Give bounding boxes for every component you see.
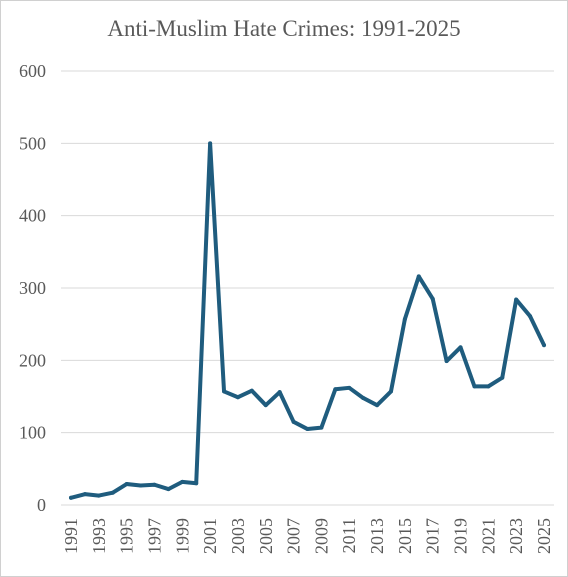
x-tick-label: 2003 <box>228 518 248 554</box>
x-tick-label: 2015 <box>395 518 415 554</box>
data-point-1995 <box>124 482 129 487</box>
y-tick-label: 400 <box>19 206 46 226</box>
data-point-2019 <box>458 345 463 350</box>
series-line <box>69 141 546 500</box>
y-tick-label: 100 <box>19 423 46 443</box>
data-point-2015 <box>402 317 407 322</box>
data-point-2012 <box>361 395 366 400</box>
data-point-2020 <box>472 384 477 389</box>
x-tick-label: 2009 <box>311 518 331 554</box>
series-group <box>69 141 546 500</box>
x-tick-label: 1999 <box>172 518 192 554</box>
gridlines <box>61 70 554 506</box>
data-point-2007 <box>291 419 296 424</box>
x-tick-label: 2001 <box>200 518 220 554</box>
y-tick-label: 500 <box>19 133 46 153</box>
data-point-2013 <box>375 403 380 408</box>
data-point-1996 <box>138 483 143 488</box>
data-point-2008 <box>305 427 310 432</box>
x-tick-label: 2005 <box>256 518 276 554</box>
data-point-2006 <box>277 390 282 395</box>
x-tick-label: 2021 <box>478 518 498 554</box>
data-point-2000 <box>194 481 199 486</box>
x-tick-label: 2025 <box>534 518 554 554</box>
data-point-2017 <box>430 296 435 301</box>
y-tick-label: 600 <box>19 61 46 81</box>
data-point-2004 <box>249 388 254 393</box>
x-tick-label: 2017 <box>423 518 443 554</box>
x-tick-label: 2007 <box>284 518 304 554</box>
data-point-1994 <box>110 490 115 495</box>
x-tick-label: 1997 <box>144 518 164 554</box>
data-point-2009 <box>319 425 324 430</box>
data-point-2016 <box>416 274 421 279</box>
x-tick-label: 2019 <box>451 518 471 554</box>
data-point-2003 <box>235 395 240 400</box>
x-tick-label: 2013 <box>367 518 387 554</box>
data-point-2018 <box>444 359 449 364</box>
data-point-1993 <box>96 493 101 498</box>
data-point-1991 <box>69 495 73 500</box>
data-point-1992 <box>82 492 87 497</box>
data-point-2014 <box>388 389 393 394</box>
data-point-1998 <box>166 487 171 492</box>
x-tick-label: 2011 <box>339 518 359 553</box>
y-tick-label: 0 <box>37 495 46 515</box>
y-axis-tick-labels: 0 100 200 300 400 500 600 <box>19 61 46 515</box>
data-point-2021 <box>486 384 491 389</box>
y-tick-label: 300 <box>19 278 46 298</box>
chart-title: Anti-Muslim Hate Crimes: 1991-2025 <box>107 16 461 41</box>
data-point-2023 <box>514 297 519 302</box>
y-tick-label: 200 <box>19 350 46 370</box>
data-point-2011 <box>347 385 352 390</box>
data-point-2001 <box>208 141 213 146</box>
x-axis-tick-labels: 1991 1993 1995 1997 1999 2001 2003 2005 2007 2009… <box>61 518 554 554</box>
x-tick-label: 1991 <box>61 518 81 554</box>
data-point-2005 <box>263 403 268 408</box>
data-point-2024 <box>528 314 533 319</box>
x-tick-label: 2023 <box>506 518 526 554</box>
data-point-2025 <box>542 343 546 348</box>
data-point-2010 <box>333 387 338 392</box>
x-tick-label: 1995 <box>117 518 137 554</box>
data-point-1999 <box>180 479 185 484</box>
data-point-2002 <box>222 389 227 394</box>
x-tick-label: 1993 <box>89 518 109 554</box>
data-point-2022 <box>500 375 505 380</box>
data-point-1997 <box>152 482 157 487</box>
